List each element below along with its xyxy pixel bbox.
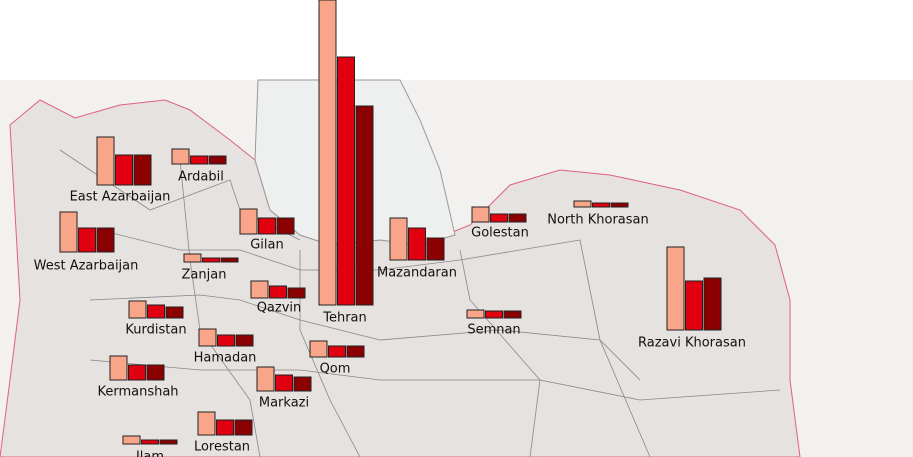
bar [389, 217, 408, 261]
province-label: Semnan [467, 323, 520, 338]
bar [466, 309, 485, 319]
bar [293, 376, 312, 392]
bar [508, 213, 527, 223]
bar [133, 154, 152, 186]
bar [239, 208, 258, 235]
bar [256, 366, 275, 392]
province-label: Ilam [136, 450, 164, 457]
bar [703, 277, 722, 331]
bar [202, 257, 220, 263]
bar [287, 287, 306, 299]
province-label: Razavi Khorasan [638, 336, 746, 351]
province-label: Golestan [471, 226, 529, 241]
bar [355, 105, 374, 306]
bar [309, 340, 328, 358]
bar [128, 364, 146, 381]
bar [165, 306, 184, 319]
bar [234, 419, 253, 436]
bar [220, 257, 239, 263]
province-label: North Khorasan [547, 213, 649, 228]
bar [198, 328, 217, 347]
bar [258, 217, 276, 235]
bar [490, 213, 508, 223]
country [0, 99, 801, 457]
bar [318, 0, 337, 306]
province-label: Lorestan [194, 440, 250, 455]
bar [96, 227, 115, 253]
bar [217, 334, 235, 347]
bar [146, 364, 165, 381]
province-label: West Azarbaijan [34, 259, 139, 274]
province-label: Qom [320, 362, 351, 377]
province-label: Mazandaran [377, 266, 457, 281]
bar [115, 154, 133, 186]
bar [666, 246, 685, 331]
province-label: Kermanshah [97, 385, 178, 400]
bar [78, 227, 96, 253]
bar [96, 136, 115, 186]
bar [208, 155, 227, 165]
bar [59, 211, 78, 253]
province-label: East Azarbaijan [70, 190, 171, 205]
bar [235, 334, 254, 347]
bar [190, 155, 208, 165]
province-label: Markazi [259, 396, 309, 411]
province-label: Gilan [250, 238, 284, 253]
bar [276, 217, 295, 235]
province-label: Hamadan [194, 351, 257, 366]
bar [269, 285, 287, 299]
bar [685, 280, 703, 331]
bar [346, 345, 365, 358]
province-label: Kurdistan [125, 323, 186, 338]
bar [128, 300, 147, 319]
bar [183, 253, 202, 263]
bar [216, 419, 234, 436]
bar [337, 56, 355, 306]
bar [328, 345, 346, 358]
province-label: Zanjan [182, 268, 227, 283]
bar [503, 310, 522, 319]
bar [122, 435, 141, 445]
bar [471, 206, 490, 223]
bar [171, 148, 190, 165]
bar [197, 411, 216, 436]
bar [141, 439, 159, 445]
bar [109, 355, 128, 381]
bar [275, 374, 293, 392]
bar [610, 202, 629, 208]
province-label: Ardabil [178, 170, 224, 185]
bar [426, 237, 445, 261]
province-label: Qazvin [257, 301, 302, 316]
bar [250, 280, 269, 299]
bar [573, 200, 592, 208]
bar [485, 310, 503, 319]
bar [592, 202, 610, 208]
province-label: Tehran [322, 311, 367, 326]
bar [147, 304, 165, 319]
bar [159, 439, 178, 445]
bar [408, 227, 426, 261]
